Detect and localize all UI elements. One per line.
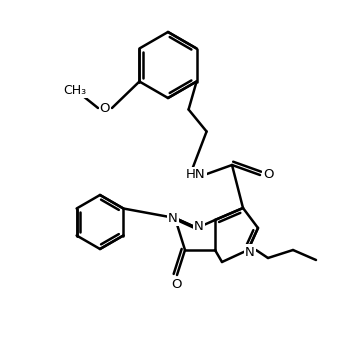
Text: N: N (168, 212, 178, 225)
Text: N: N (194, 219, 204, 232)
Text: O: O (100, 101, 110, 114)
Text: O: O (172, 278, 182, 291)
Text: CH₃: CH₃ (64, 83, 87, 96)
Text: N: N (245, 245, 255, 258)
Text: O: O (263, 169, 273, 182)
Text: HN: HN (186, 169, 206, 182)
